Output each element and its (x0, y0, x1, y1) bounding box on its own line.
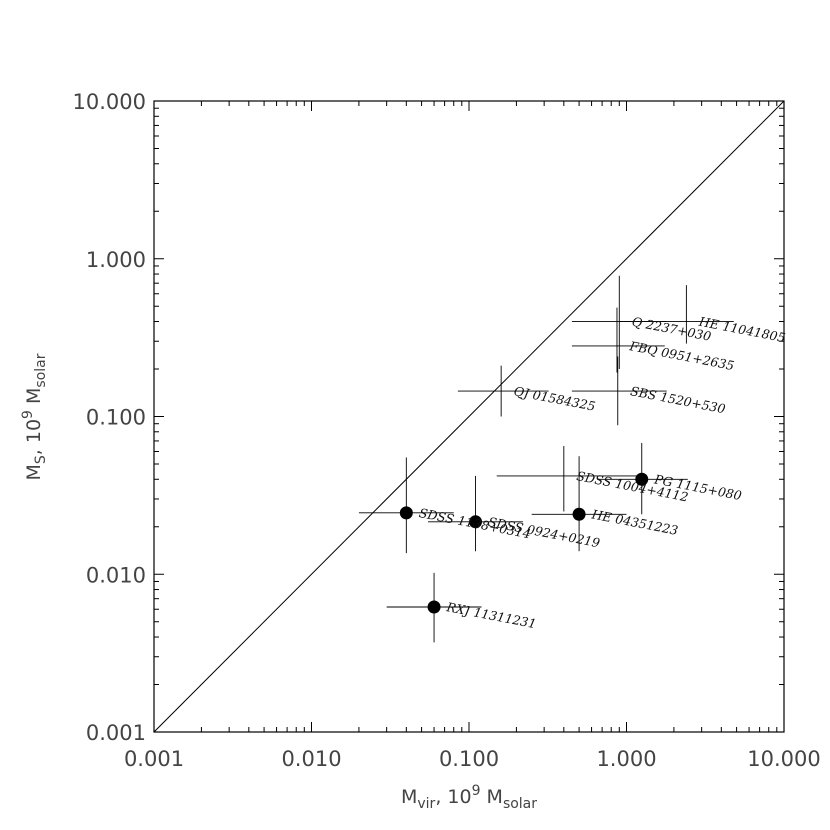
data-point-label: SDSS 1138+0314 (418, 505, 532, 541)
data-markers (399, 472, 649, 614)
x-axis-label-main: M (401, 786, 417, 808)
data-point-label: FBQ 0951+2635 (627, 338, 735, 373)
x-axis-label-unit2: M (481, 786, 503, 808)
x-tick-label: 0.010 (281, 747, 341, 771)
x-tick-labels: 0.001 0.010 0.100 1.000 10.000 (124, 747, 821, 771)
y-axis-label-sub: S (33, 455, 49, 464)
y-tick-label: 0.001 (86, 721, 146, 745)
x-axis-label-sub2: solar (503, 796, 537, 812)
x-axis-label-sup: 9 (472, 783, 481, 799)
y-tick-labels: 0.001 0.010 0.100 1.000 10.000 (73, 90, 146, 745)
x-axis-label: Mvir, 109 Msolar (401, 783, 537, 812)
y-axis-label-main: M (23, 464, 45, 480)
data-point-label: RXJ 11311231 (445, 599, 538, 631)
y-tick-label: 10.000 (73, 90, 146, 114)
y-tick-label: 0.100 (86, 406, 146, 430)
data-point (635, 472, 649, 486)
x-tick-label: 0.001 (124, 747, 184, 771)
data-point-label: SDSS 1004+4112 (575, 468, 689, 504)
axis-ticks (153, 100, 785, 733)
x-axis-label-sub: vir (417, 796, 435, 812)
x-axis-label-unit: , 10 (435, 786, 471, 808)
y-axis-label-sub2: solar (33, 353, 49, 387)
data-point-label: HE 04351223 (590, 506, 680, 538)
y-axis-label-unit: , 10 (23, 419, 45, 455)
y-axis-label-sup: 9 (20, 410, 36, 419)
data-point (399, 506, 413, 520)
y-axis-label: MS, 109 Msolar (20, 353, 49, 480)
data-point (427, 600, 441, 614)
data-point-label: QJ 01584325 (513, 383, 597, 414)
y-tick-label: 1.000 (86, 248, 146, 272)
data-point (469, 515, 483, 529)
data-point-label: SBS 1520+530 (629, 383, 727, 416)
x-tick-label: 10.000 (747, 747, 820, 771)
reference-line-y-equals-x (153, 100, 785, 733)
x-tick-label: 1.000 (596, 747, 656, 771)
data-point (572, 507, 586, 521)
y-tick-label: 0.010 (86, 563, 146, 587)
y-axis-label-unit2: M (23, 388, 45, 410)
x-tick-label: 0.100 (439, 747, 499, 771)
